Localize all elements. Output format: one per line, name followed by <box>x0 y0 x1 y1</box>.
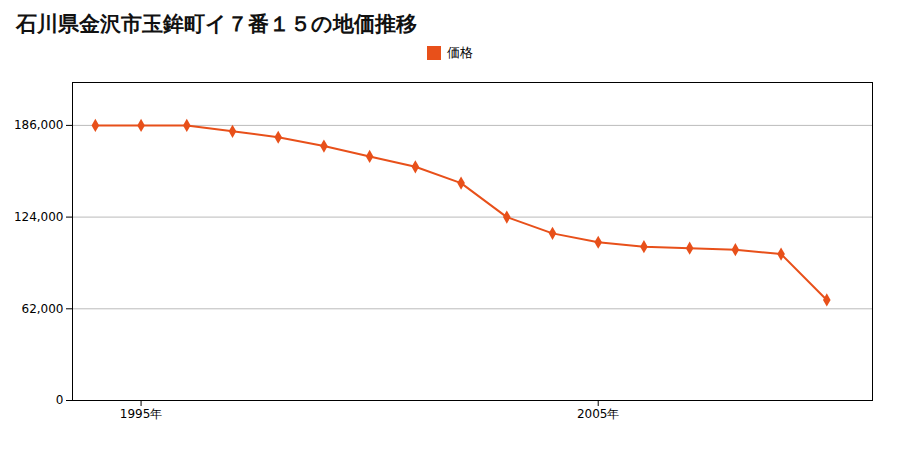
svg-text:62,000: 62,000 <box>22 302 64 316</box>
svg-text:1995年: 1995年 <box>120 407 163 421</box>
html-text:価格: 価格 <box>447 45 473 60</box>
svg-text:0: 0 <box>56 393 64 407</box>
svg-text:2005年: 2005年 <box>577 407 620 421</box>
svg-text:186,000: 186,000 <box>14 118 64 132</box>
svg-text:124,000: 124,000 <box>14 210 64 224</box>
html-text:石川県金沢市玉鉾町イ７番１５の地価推移: 石川県金沢市玉鉾町イ７番１５の地価推移 <box>16 12 417 36</box>
